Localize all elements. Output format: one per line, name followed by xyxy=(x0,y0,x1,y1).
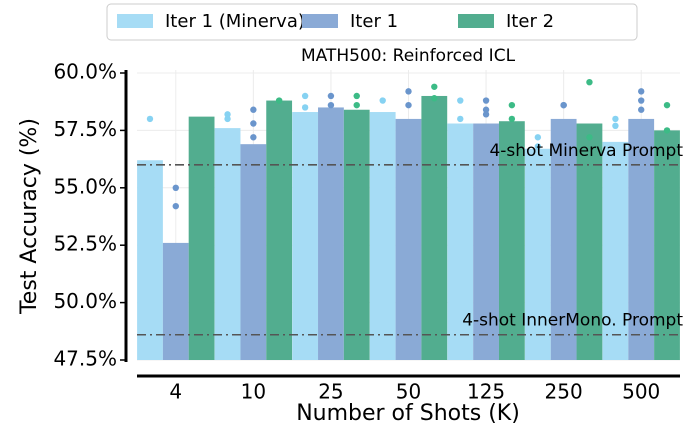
data-point xyxy=(301,104,309,111)
bar xyxy=(343,109,370,361)
bar xyxy=(473,123,499,361)
x-axis-label: Number of Shots (K) xyxy=(296,401,520,426)
data-point xyxy=(586,78,593,86)
bar xyxy=(524,148,551,360)
legend-label: Iter 1 xyxy=(350,11,398,32)
data-point xyxy=(275,97,283,104)
x-tick-label: 500 xyxy=(622,380,660,404)
data-point xyxy=(250,134,257,141)
data-point xyxy=(586,134,593,141)
data-point xyxy=(482,106,490,113)
legend: Iter 1 (Minerva) Iter 1 Iter 2 xyxy=(106,3,638,41)
data-point xyxy=(638,97,645,104)
data-point xyxy=(482,111,490,118)
bar xyxy=(421,95,448,361)
data-point xyxy=(431,83,438,90)
data-point xyxy=(663,127,671,134)
legend-swatch xyxy=(458,14,494,28)
legend-frame xyxy=(106,3,638,41)
bar xyxy=(137,160,163,360)
legend-label: Iter 2 xyxy=(506,11,554,32)
bar xyxy=(628,118,655,360)
bar xyxy=(498,121,525,360)
data-point xyxy=(224,115,231,123)
data-point xyxy=(353,101,360,109)
data-point xyxy=(612,115,619,123)
x-tick-label: 250 xyxy=(545,380,583,404)
y-tick-label: 55.0% xyxy=(53,174,117,198)
data-point xyxy=(560,101,567,109)
bar xyxy=(654,130,680,360)
bar xyxy=(266,100,293,360)
data-point xyxy=(534,143,542,150)
bar xyxy=(369,112,396,360)
data-point xyxy=(327,92,335,100)
bar xyxy=(214,128,241,360)
bar xyxy=(602,141,629,360)
y-tick-label: 47.5% xyxy=(53,347,117,371)
data-point xyxy=(250,120,257,127)
legend-label: Iter 1 (Minerva) xyxy=(165,11,305,32)
data-point xyxy=(482,97,490,104)
data-point xyxy=(327,101,335,109)
y-tick-label: 60.0% xyxy=(53,60,117,84)
bar xyxy=(318,107,344,360)
chart-title: MATH500: Reinforced ICL xyxy=(301,46,516,66)
data-point xyxy=(612,122,619,130)
bar xyxy=(240,144,267,360)
bar xyxy=(576,123,603,361)
x-tick-label: 125 xyxy=(467,380,505,404)
data-point xyxy=(146,115,154,123)
legend-swatch xyxy=(117,14,153,28)
y-tick-label: 57.5% xyxy=(53,117,117,141)
y-tick-label: 50.0% xyxy=(53,289,117,313)
data-point xyxy=(224,111,231,118)
data-point xyxy=(457,115,464,123)
data-point xyxy=(405,101,412,109)
bar xyxy=(447,123,474,361)
data-point xyxy=(663,101,671,109)
bar xyxy=(162,242,189,360)
y-axis-label: Test Accuracy (%) xyxy=(17,118,42,315)
bar xyxy=(395,118,422,360)
y-tick-label: 52.5% xyxy=(53,232,117,256)
data-point xyxy=(638,88,645,95)
data-point xyxy=(405,88,412,95)
legend-swatch xyxy=(302,14,338,28)
data-point xyxy=(250,106,257,113)
data-point xyxy=(172,184,179,191)
data-point xyxy=(353,92,360,100)
reference-label: 4-shot InnerMono. Prompt xyxy=(462,311,683,331)
data-point xyxy=(508,101,516,109)
data-point xyxy=(172,202,179,210)
data-point xyxy=(431,95,438,102)
data-point xyxy=(508,115,516,123)
x-tick-label: 10 xyxy=(241,380,266,404)
data-point xyxy=(534,134,542,141)
data-point xyxy=(638,106,645,113)
bar xyxy=(292,112,319,360)
data-point xyxy=(457,97,464,104)
data-point xyxy=(301,92,309,100)
x-tick-label: 4 xyxy=(169,380,182,404)
bar xyxy=(188,116,215,361)
reference-label: 4-shot Minerva Prompt xyxy=(489,141,683,161)
x-tick-label: 50 xyxy=(396,380,421,404)
x-tick-label: 25 xyxy=(318,380,343,404)
data-point xyxy=(379,97,386,104)
bar xyxy=(550,118,577,360)
